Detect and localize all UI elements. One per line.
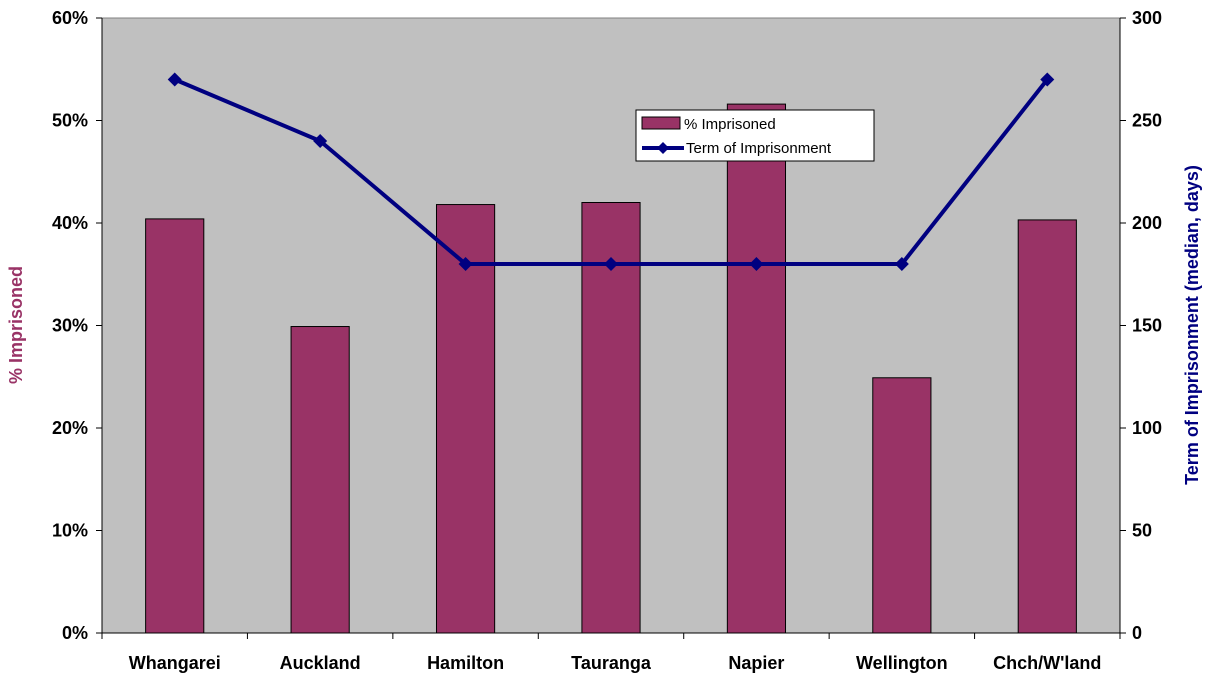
legend-swatch-imprisoned bbox=[641, 116, 681, 130]
x-tick-label-3: Tauranga bbox=[571, 653, 652, 673]
x-axis-ticks: Whangarei Auckland Hamilton Tauranga Napier W… bbox=[101, 633, 1121, 673]
term-marker-6 bbox=[1040, 72, 1055, 87]
bar-2 bbox=[435, 204, 496, 634]
right-tick-label-0: 0 bbox=[1132, 623, 1142, 643]
right-axis-title: Term of Imprisonment (median, days) bbox=[1182, 165, 1202, 485]
bar-6 bbox=[1017, 219, 1077, 634]
left-tick-label-1: 10% bbox=[52, 521, 88, 541]
right-tick-label-5: 250 bbox=[1132, 111, 1162, 131]
x-tick-label-4: Napier bbox=[728, 653, 784, 673]
left-tick-label-4: 40% bbox=[52, 213, 88, 233]
term-marker-5 bbox=[894, 257, 909, 271]
x-tick-label-6: Chch/W'land bbox=[993, 653, 1101, 673]
right-tick-label-4: 200 bbox=[1132, 213, 1162, 233]
legend-label-imprisoned: % Imprisoned bbox=[684, 116, 776, 133]
line-layer bbox=[167, 72, 1055, 271]
x-tick-label-2: Hamilton bbox=[427, 653, 504, 673]
term-marker-2 bbox=[458, 257, 473, 271]
right-tick-label-3: 150 bbox=[1132, 316, 1162, 336]
legend: % Imprisoned Term of Imprisonment bbox=[635, 109, 875, 162]
right-axis-ticks: 0 50 100 150 200 250 300 bbox=[1120, 8, 1162, 643]
legend-label-term: Term of Imprisonment bbox=[686, 140, 832, 157]
left-tick-label-6: 60% bbox=[52, 8, 88, 28]
right-tick-label-1: 50 bbox=[1132, 521, 1152, 541]
term-marker-1 bbox=[313, 134, 328, 148]
legend-marker-term bbox=[657, 142, 669, 154]
bar-5 bbox=[872, 377, 932, 634]
right-tick-label-6: 300 bbox=[1132, 8, 1162, 28]
left-tick-label-0: 0% bbox=[62, 623, 88, 643]
bar-3 bbox=[581, 202, 641, 634]
term-marker-0 bbox=[167, 72, 182, 87]
right-tick-label-2: 100 bbox=[1132, 418, 1162, 438]
bar-4 bbox=[726, 103, 787, 634]
x-tick-label-1: Auckland bbox=[280, 653, 361, 673]
left-axis-ticks: 0% 10% 20% 30% 40% 50% 60% bbox=[52, 8, 102, 643]
left-axis-title: % Imprisoned bbox=[6, 266, 26, 384]
bar-0 bbox=[145, 218, 205, 634]
term-marker-3 bbox=[604, 257, 618, 271]
left-tick-label-5: 50% bbox=[52, 111, 88, 131]
bar-1 bbox=[290, 326, 350, 634]
bars-layer bbox=[145, 103, 1077, 634]
x-tick-label-0: Whangarei bbox=[129, 653, 221, 673]
left-tick-label-3: 30% bbox=[52, 316, 88, 336]
left-tick-label-2: 20% bbox=[52, 418, 88, 438]
term-marker-4 bbox=[749, 257, 764, 271]
x-tick-label-5: Wellington bbox=[856, 653, 948, 673]
